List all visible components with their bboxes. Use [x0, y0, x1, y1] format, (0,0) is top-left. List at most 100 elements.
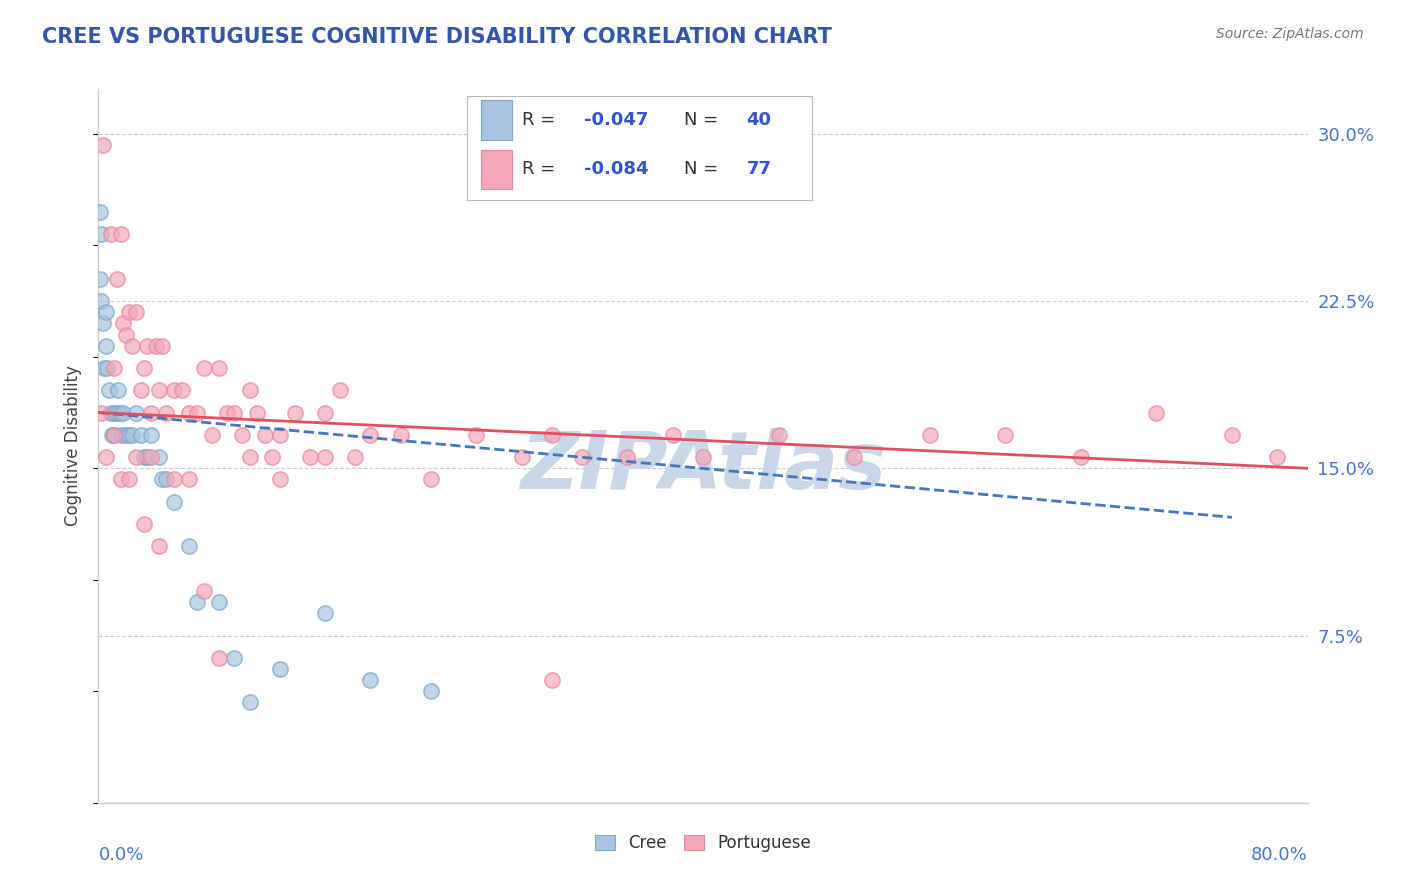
Point — [90, 293, 112, 308]
Point — [125, 405, 148, 419]
Point — [96, 360, 118, 375]
Point — [90, 405, 112, 419]
Point — [616, 450, 638, 464]
Point — [148, 450, 170, 464]
Point — [540, 673, 562, 687]
Text: Source: ZipAtlas.com: Source: ZipAtlas.com — [1216, 27, 1364, 41]
Point — [179, 539, 201, 553]
Point — [540, 427, 562, 442]
Point — [125, 450, 148, 464]
Point — [107, 384, 129, 398]
Point — [262, 450, 284, 464]
Point — [208, 651, 231, 665]
Point — [1220, 427, 1243, 442]
Point — [179, 473, 201, 487]
Point — [208, 360, 231, 375]
Point — [253, 427, 276, 442]
Point — [246, 405, 269, 419]
Point — [163, 384, 186, 398]
Point — [118, 305, 141, 319]
Point — [103, 405, 125, 419]
Point — [389, 427, 412, 442]
Point — [114, 427, 136, 442]
Point — [135, 450, 157, 464]
Point — [239, 696, 262, 710]
Point — [284, 405, 307, 419]
Point — [98, 384, 121, 398]
Point — [215, 405, 238, 419]
Point — [994, 427, 1017, 442]
Point — [420, 684, 443, 698]
Point — [110, 473, 132, 487]
Point — [103, 427, 125, 442]
Point — [193, 360, 215, 375]
Point — [314, 450, 336, 464]
Point — [90, 227, 112, 241]
Point — [314, 607, 336, 621]
Point — [1070, 450, 1092, 464]
Point — [129, 427, 152, 442]
Point — [94, 450, 117, 464]
Point — [103, 427, 125, 442]
Point — [918, 427, 941, 442]
Point — [93, 360, 115, 375]
Point — [89, 204, 111, 219]
Point — [111, 316, 134, 330]
Point — [269, 427, 291, 442]
Point — [150, 338, 173, 352]
Point — [94, 305, 117, 319]
Point — [121, 427, 143, 442]
Text: 80.0%: 80.0% — [1251, 846, 1308, 863]
Point — [186, 595, 208, 609]
Point — [105, 271, 128, 285]
Point — [94, 338, 117, 352]
Point — [1144, 405, 1167, 419]
Text: CREE VS PORTUGUESE COGNITIVE DISABILITY CORRELATION CHART: CREE VS PORTUGUESE COGNITIVE DISABILITY … — [42, 27, 832, 46]
Point — [108, 405, 131, 419]
Y-axis label: Cognitive Disability: Cognitive Disability — [65, 366, 83, 526]
Point — [148, 384, 170, 398]
Point — [141, 427, 163, 442]
Point — [145, 338, 167, 352]
Text: 0.0%: 0.0% — [98, 846, 143, 863]
Point — [344, 450, 367, 464]
Point — [155, 473, 177, 487]
Point — [135, 338, 157, 352]
Point — [208, 595, 231, 609]
Point — [329, 384, 352, 398]
Point — [110, 227, 132, 241]
Point — [163, 473, 186, 487]
Text: ZIPAtlas: ZIPAtlas — [520, 428, 886, 507]
Point — [231, 427, 253, 442]
Point — [201, 427, 224, 442]
Point — [132, 450, 155, 464]
Point — [239, 450, 262, 464]
Point — [141, 405, 163, 419]
Point — [155, 405, 177, 419]
Point — [103, 360, 125, 375]
Point — [420, 473, 443, 487]
Point — [186, 405, 208, 419]
Point — [692, 450, 714, 464]
Point — [101, 427, 124, 442]
Point — [844, 450, 866, 464]
Point — [299, 450, 322, 464]
Point — [105, 405, 128, 419]
Point — [239, 384, 262, 398]
Point — [132, 516, 155, 531]
Point — [224, 405, 246, 419]
Point — [193, 583, 215, 598]
Point — [269, 473, 291, 487]
Point — [224, 651, 246, 665]
Point — [148, 539, 170, 553]
Point — [661, 427, 683, 442]
Point — [360, 673, 382, 687]
Point — [100, 405, 122, 419]
Point — [100, 227, 122, 241]
Point — [110, 427, 132, 442]
Point — [768, 427, 790, 442]
Point — [571, 450, 593, 464]
Point — [91, 316, 114, 330]
Point — [269, 662, 291, 676]
Point — [465, 427, 488, 442]
